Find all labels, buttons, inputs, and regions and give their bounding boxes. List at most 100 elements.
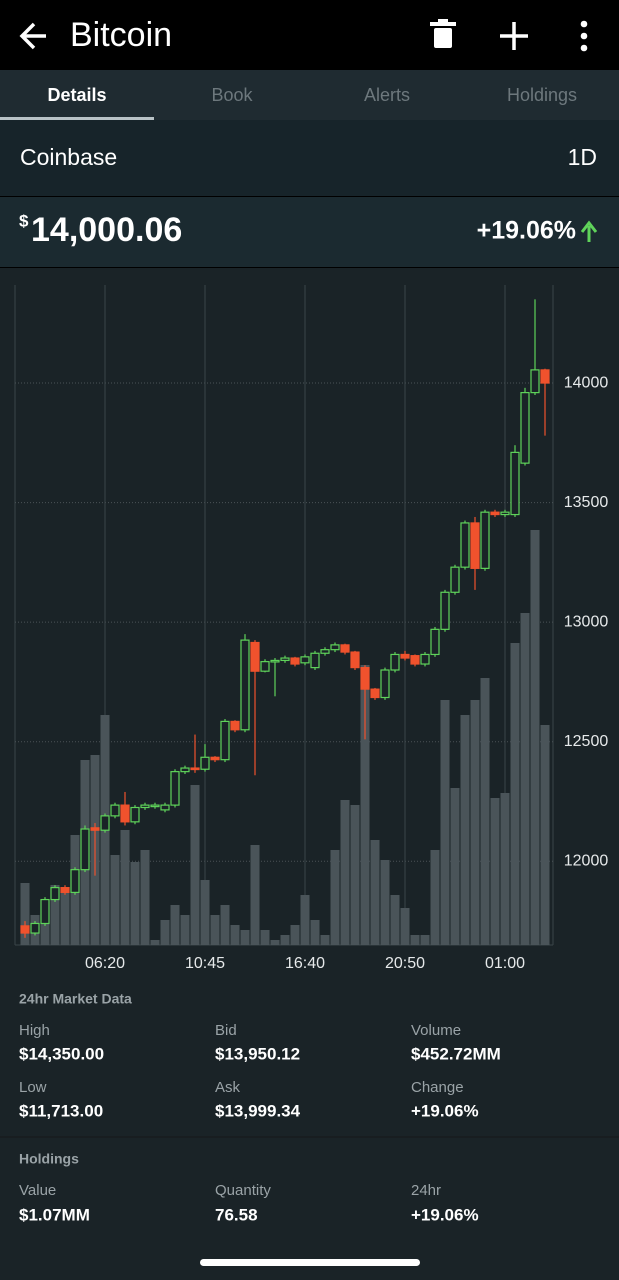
- stat-label: Quantity: [215, 1182, 271, 1199]
- volume-bar: [340, 800, 350, 945]
- stat-value: $13,999.34: [215, 1101, 301, 1120]
- price: 14,000.06: [31, 211, 182, 249]
- candle-body: [230, 720, 240, 731]
- x-tick-label: 10:45: [185, 955, 225, 972]
- price-row: [0, 197, 619, 267]
- candle-body: [280, 657, 290, 662]
- volume-bar: [120, 830, 130, 945]
- back-button[interactable]: [19, 22, 46, 50]
- candle-body: [330, 644, 340, 651]
- stat-value: $14,350.00: [19, 1044, 104, 1063]
- volume-bar: [330, 850, 340, 945]
- volume-bar: [400, 908, 410, 945]
- candle-body: [160, 804, 170, 811]
- y-tick-label: 13500: [564, 494, 609, 511]
- candle-body: [490, 511, 500, 516]
- candle-body: [360, 667, 370, 690]
- volume-bar: [460, 715, 470, 945]
- market-panel: [0, 975, 619, 1136]
- volume-bar: [130, 862, 140, 945]
- home-indicator: [200, 1259, 420, 1266]
- volume-bar: [190, 785, 200, 945]
- candle-body: [400, 653, 410, 659]
- volume-bar: [380, 860, 390, 945]
- candle-body: [450, 566, 460, 593]
- y-tick-label: 12500: [564, 733, 609, 750]
- candle-body: [180, 767, 190, 773]
- menu-button[interactable]: [580, 20, 588, 52]
- volume-bar: [530, 530, 540, 945]
- y-tick-label: 12000: [564, 853, 609, 870]
- candle-body: [120, 804, 130, 823]
- volume-bar: [310, 920, 320, 945]
- volume-bar: [110, 855, 120, 945]
- candle-body: [40, 898, 50, 925]
- tab[interactable]: Holdings: [507, 85, 577, 105]
- volume-bar: [200, 880, 210, 945]
- candle-body: [380, 669, 390, 699]
- candle-body: [340, 644, 350, 653]
- volume-bar: [410, 935, 420, 945]
- candle-body: [210, 756, 220, 761]
- candle-body: [80, 828, 90, 871]
- delete-button[interactable]: [430, 19, 456, 48]
- volume-bar: [230, 925, 240, 945]
- volume-bar: [520, 613, 530, 945]
- candle-body: [480, 511, 490, 569]
- candle-body: [20, 925, 30, 934]
- volume-bar: [540, 725, 550, 945]
- stat-label: Bid: [215, 1022, 237, 1039]
- volume-bar: [170, 905, 180, 945]
- volume-bar: [250, 845, 260, 945]
- currency-symbol: $: [19, 211, 29, 230]
- exchange[interactable]: Coinbase: [20, 144, 117, 170]
- volume-bar: [290, 925, 300, 945]
- stat-label: 24hr: [411, 1182, 441, 1199]
- stat-value: $452.72MM: [411, 1044, 501, 1063]
- candle-body: [220, 720, 230, 761]
- volume-bar: [490, 798, 500, 945]
- candle-body: [190, 767, 200, 771]
- candle-body: [530, 369, 540, 394]
- volume-bar: [360, 665, 370, 945]
- candle-body: [150, 804, 160, 808]
- x-tick-label: 16:40: [285, 955, 325, 972]
- volume-bar: [140, 850, 150, 945]
- volume-bar: [270, 940, 280, 945]
- candle-body: [300, 656, 310, 664]
- candle-body: [30, 922, 40, 934]
- y-tick-label: 14000: [564, 374, 609, 391]
- candle-body: [540, 369, 550, 384]
- volume-bar: [320, 935, 330, 945]
- candle-body: [90, 827, 100, 831]
- tab-indicator: [0, 117, 154, 120]
- candle-body: [310, 652, 320, 669]
- volume-bar: [220, 905, 230, 945]
- candle-body: [290, 657, 300, 665]
- stat-value: $1.07MM: [19, 1205, 90, 1224]
- screen-title: Bitcoin: [70, 16, 172, 54]
- stat-label: Low: [19, 1079, 47, 1096]
- volume-bar: [300, 895, 310, 945]
- candle-body: [500, 511, 510, 516]
- volume-bar: [210, 915, 220, 945]
- volume-bar: [240, 930, 250, 945]
- x-tick-label: 20:50: [385, 955, 425, 972]
- candle-body: [250, 641, 260, 672]
- period[interactable]: 1D: [568, 144, 597, 170]
- candle-body: [320, 649, 330, 654]
- candle-body: [50, 887, 60, 901]
- candle-body: [520, 392, 530, 464]
- volume-bar: [480, 678, 490, 945]
- add-button[interactable]: [500, 22, 528, 50]
- stat-label: High: [19, 1022, 50, 1039]
- candle-body: [350, 651, 360, 669]
- volume-bar: [350, 805, 360, 945]
- tab[interactable]: Alerts: [364, 85, 410, 105]
- price-change: +19.06%: [477, 217, 576, 245]
- volume-bar: [390, 895, 400, 945]
- tab[interactable]: Details: [47, 85, 106, 105]
- holdings-panel: [0, 1138, 619, 1280]
- tab[interactable]: Book: [211, 85, 253, 105]
- candle-body: [270, 659, 280, 663]
